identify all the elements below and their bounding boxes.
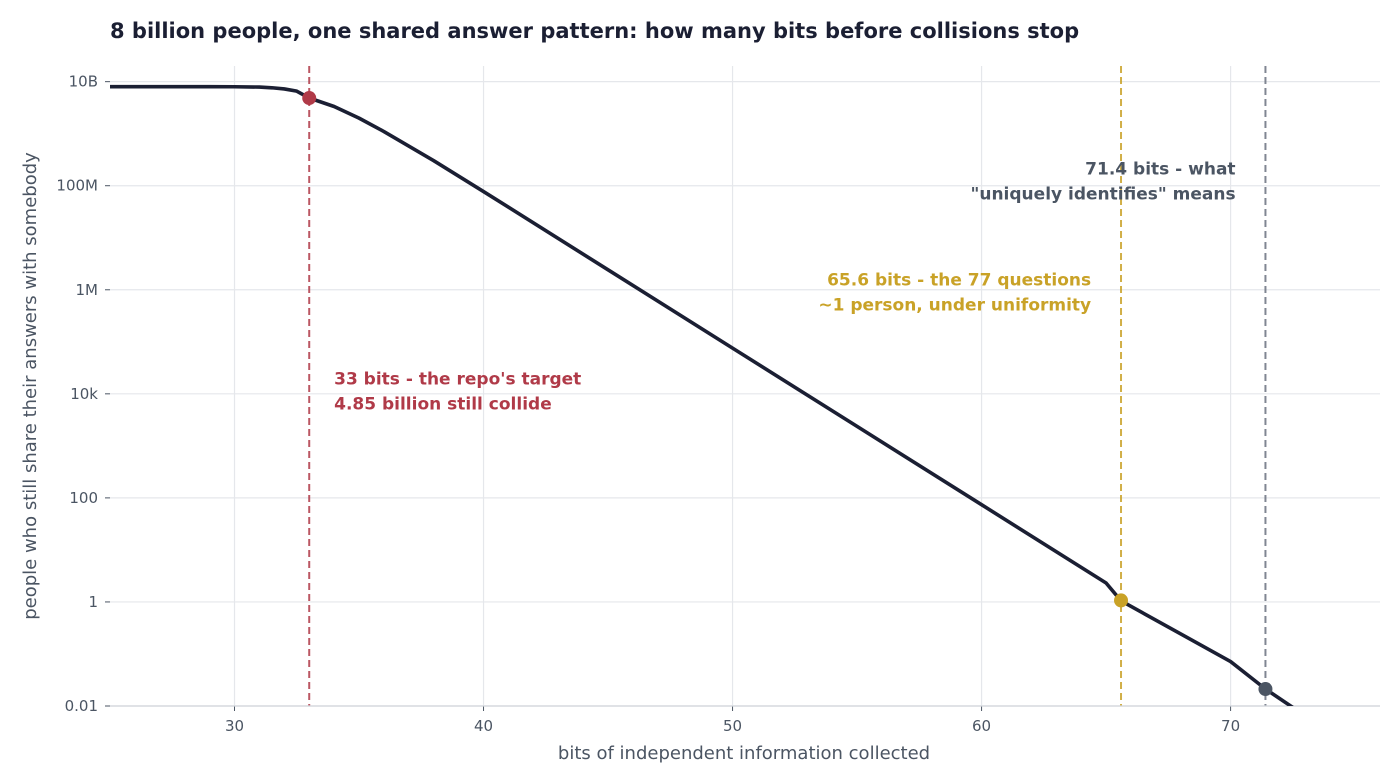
data-point-marker xyxy=(302,91,317,106)
data-point-marker xyxy=(1114,593,1129,608)
series-layer xyxy=(110,84,1294,706)
y-tick-label: 10B xyxy=(69,73,98,91)
y-tick-label: 1 xyxy=(88,593,98,611)
annotation-text: ~1 person, under uniformity xyxy=(818,296,1091,316)
annotation-text: "uniquely identifies" means xyxy=(971,184,1236,204)
data-point-marker xyxy=(1258,682,1273,697)
y-axis-label: people who still share their answers wit… xyxy=(20,152,41,620)
x-tick-label: 60 xyxy=(972,717,991,735)
x-axis-label: bits of independent information collecte… xyxy=(558,743,930,764)
annotation-text: 71.4 bits - what xyxy=(1085,159,1235,179)
chart-title: 8 billion people, one shared answer patt… xyxy=(110,19,1079,43)
y-tick-label: 100 xyxy=(69,489,98,507)
y-tick-label: 100M xyxy=(56,177,98,195)
x-tick-label: 50 xyxy=(723,717,742,735)
annotation-text: 33 bits - the repo's target xyxy=(334,370,581,390)
series-line xyxy=(110,84,1294,706)
y-tick-label: 10k xyxy=(70,385,98,403)
annotation-text: 65.6 bits - the 77 questions xyxy=(827,271,1091,291)
marker-layer xyxy=(302,91,1273,697)
annotation-layer: 33 bits - the repo's target 4.85 billion … xyxy=(334,159,1235,414)
y-tick-label: 1M xyxy=(76,281,99,299)
x-tick-label: 30 xyxy=(225,717,244,735)
x-tick-label: 40 xyxy=(474,717,493,735)
y-tick-label: 0.01 xyxy=(65,697,98,715)
annotation-text: 4.85 billion still collide xyxy=(334,395,552,415)
axes: 30 40 50 60 70 10B 100M 1M 10k 100 1 0.01 xyxy=(56,73,1380,735)
x-tick-label: 70 xyxy=(1221,717,1240,735)
